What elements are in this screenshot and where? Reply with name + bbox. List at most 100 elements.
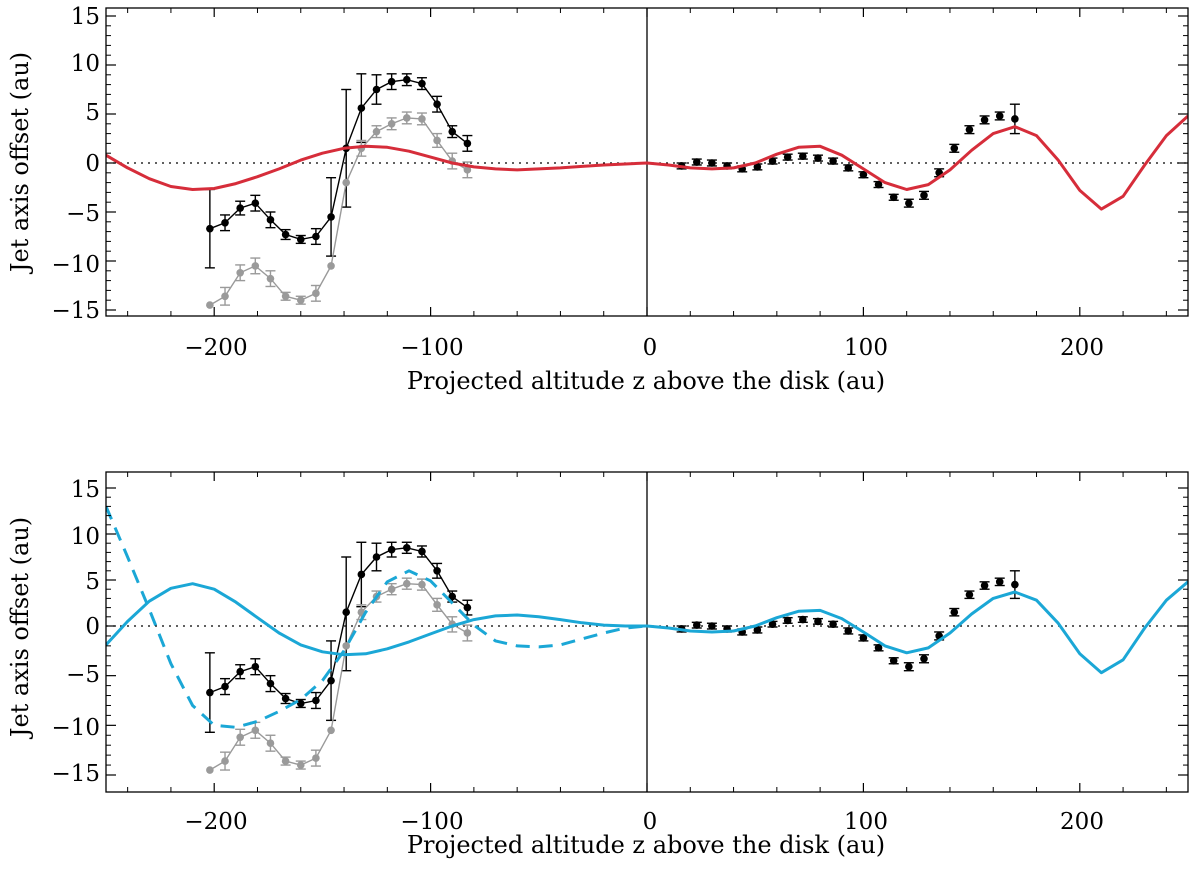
bottom-y-tick-label: 15 bbox=[71, 477, 100, 503]
data-point bbox=[463, 139, 472, 148]
data-point bbox=[402, 75, 411, 84]
data-point bbox=[387, 120, 396, 128]
data-point bbox=[433, 100, 441, 108]
data-point bbox=[692, 158, 701, 166]
data-point bbox=[859, 170, 868, 179]
data-point bbox=[312, 232, 320, 241]
data-point bbox=[342, 608, 351, 616]
data-point bbox=[281, 757, 290, 765]
top-y-tick-label: 10 bbox=[71, 51, 100, 77]
data-point bbox=[357, 104, 366, 112]
data-point bbox=[327, 726, 335, 735]
data-point bbox=[783, 153, 792, 161]
bottom-x-tick-label: −200 bbox=[184, 809, 247, 835]
data-point bbox=[236, 204, 244, 212]
bottom-x-tick-label: 200 bbox=[1060, 809, 1104, 835]
top-series-2 bbox=[676, 103, 1020, 208]
top-x-tick-label: 0 bbox=[643, 335, 658, 361]
data-point bbox=[814, 154, 822, 162]
data-point bbox=[965, 590, 974, 599]
data-point bbox=[327, 262, 335, 270]
data-point bbox=[327, 676, 335, 685]
data-point bbox=[995, 578, 1004, 586]
top-y-tick-label: 15 bbox=[71, 4, 100, 30]
top-series-layer bbox=[106, 8, 1188, 316]
top-x-tick-label: −100 bbox=[400, 335, 463, 361]
data-point bbox=[768, 620, 777, 628]
top-series-1 bbox=[206, 111, 473, 309]
data-point bbox=[296, 761, 305, 769]
data-point bbox=[266, 274, 275, 283]
data-point bbox=[692, 621, 701, 629]
top-y-tick-label: 0 bbox=[85, 151, 100, 177]
bottom-x-axis-title: Projected altitude z above the disk (au) bbox=[407, 831, 885, 859]
data-point bbox=[889, 656, 898, 665]
bottom-panel: −200 −100 0 100 200 15 10 5 0 −5 −10 −15… bbox=[6, 471, 1189, 859]
data-line bbox=[209, 78, 468, 241]
data-point bbox=[221, 292, 229, 301]
data-point bbox=[281, 230, 290, 239]
data-point bbox=[433, 567, 441, 575]
data-point bbox=[206, 766, 214, 774]
data-point bbox=[889, 193, 898, 202]
data-point bbox=[296, 699, 305, 708]
top-series-3 bbox=[106, 114, 1188, 211]
data-point bbox=[372, 553, 381, 561]
data-point bbox=[206, 301, 214, 309]
data-point bbox=[327, 213, 335, 221]
data-point bbox=[829, 620, 837, 628]
data-point bbox=[236, 268, 244, 277]
data-point bbox=[814, 617, 822, 626]
top-y-tick-label: −5 bbox=[66, 201, 100, 227]
data-point bbox=[844, 627, 853, 635]
data-point bbox=[266, 679, 275, 688]
data-point bbox=[708, 159, 716, 167]
data-point bbox=[708, 622, 716, 630]
data-point bbox=[251, 662, 260, 671]
data-point bbox=[448, 127, 457, 136]
data-point bbox=[357, 570, 366, 579]
data-point bbox=[206, 688, 214, 697]
data-point bbox=[463, 629, 472, 637]
data-point bbox=[387, 585, 396, 593]
data-point bbox=[251, 199, 260, 207]
top-y-axis-title: Jet axis offset (au) bbox=[6, 52, 34, 275]
data-point bbox=[980, 116, 989, 124]
data-point bbox=[266, 739, 275, 748]
data-point bbox=[753, 163, 762, 171]
data-point bbox=[281, 292, 290, 301]
data-point bbox=[799, 152, 807, 160]
bottom-series-layer bbox=[106, 472, 1188, 792]
data-point bbox=[266, 216, 275, 224]
bottom-y-tick-label: 5 bbox=[85, 569, 100, 595]
data-point bbox=[768, 157, 777, 165]
bottom-y-tick-label: −5 bbox=[66, 662, 100, 688]
data-point bbox=[402, 579, 411, 588]
data-point bbox=[965, 125, 974, 134]
bottom-series-3 bbox=[106, 580, 1188, 675]
data-point bbox=[995, 112, 1004, 120]
data-point bbox=[463, 603, 472, 612]
top-series-0 bbox=[204, 73, 473, 269]
data-point bbox=[950, 144, 959, 153]
data-point bbox=[236, 733, 244, 742]
top-x-tick-label: 200 bbox=[1060, 335, 1104, 361]
data-point bbox=[905, 662, 913, 671]
data-point bbox=[433, 601, 441, 609]
data-point bbox=[312, 289, 320, 298]
bottom-series-1 bbox=[206, 577, 473, 774]
data-point bbox=[844, 164, 853, 172]
top-y-tick-label: 5 bbox=[85, 100, 100, 126]
bottom-y-tick-label: 0 bbox=[85, 614, 100, 640]
bottom-y-tick-label: −10 bbox=[51, 715, 100, 741]
bottom-x-tick-label: 100 bbox=[844, 809, 888, 835]
data-point bbox=[402, 114, 411, 122]
data-line bbox=[209, 117, 468, 306]
data-point bbox=[859, 634, 868, 642]
data-point bbox=[206, 224, 214, 233]
bottom-x-tick-label: 0 bbox=[643, 809, 658, 835]
data-point bbox=[251, 262, 260, 270]
data-point bbox=[312, 696, 320, 705]
data-point bbox=[799, 615, 807, 624]
